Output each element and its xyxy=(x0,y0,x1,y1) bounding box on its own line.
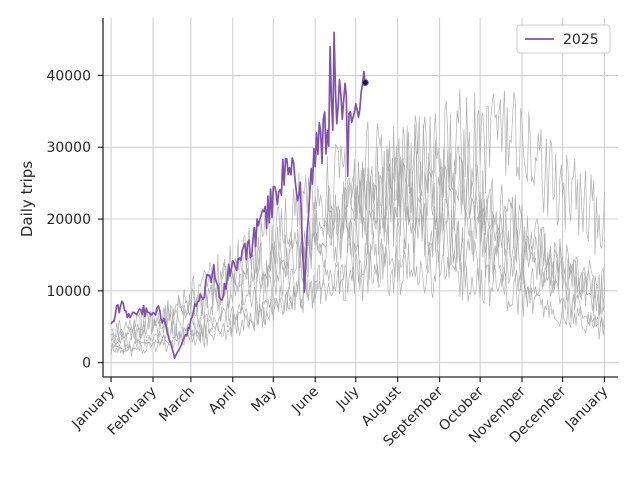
series-line-background xyxy=(110,148,605,345)
y-tick-label: 0 xyxy=(82,356,91,372)
last-point-marker xyxy=(361,79,369,87)
y-axis-label: Daily trips xyxy=(18,161,36,237)
series-line-2025 xyxy=(110,31,367,359)
y-tick-label: 10000 xyxy=(46,284,91,300)
series-line-background xyxy=(110,241,605,353)
x-tick-label: March xyxy=(156,384,197,425)
y-tick-label: 30000 xyxy=(46,140,91,156)
legend-box xyxy=(516,24,611,54)
background-series xyxy=(110,88,605,357)
legend: 2025 xyxy=(516,24,611,54)
highlight-series xyxy=(110,31,369,359)
x-tick-label: June xyxy=(288,384,322,418)
y-tick-label: 20000 xyxy=(46,212,91,228)
x-tick-label: May xyxy=(248,384,280,416)
x-tick-label: January xyxy=(562,384,612,434)
legend-label: 2025 xyxy=(563,32,599,48)
x-tick-label: April xyxy=(206,384,240,418)
y-tick-label: 40000 xyxy=(46,68,91,84)
x-tick-label: July xyxy=(333,384,363,414)
